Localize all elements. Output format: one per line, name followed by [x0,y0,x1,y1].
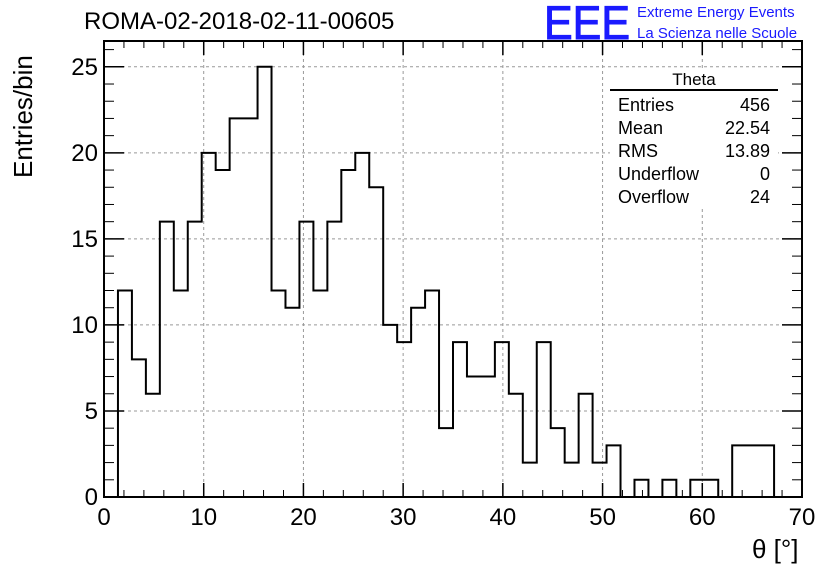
y-tick-label: 10 [71,312,98,339]
stats-value: 0 [759,164,770,184]
histogram-bin [369,187,383,497]
stats-label: Entries [618,95,675,115]
stats-row-rms: RMS 13.89 [610,140,778,163]
svg-text:EEE: EEE [544,1,630,45]
x-tick-label: 70 [789,504,816,531]
histogram-bin [453,342,467,497]
x-tick-label: 10 [190,504,217,531]
histogram-bin [299,222,313,497]
histogram-bin [537,342,551,497]
histogram-bin [132,359,146,497]
stats-label: Mean [618,118,664,138]
x-tick-label: 50 [589,504,616,531]
histogram-bin [230,118,258,497]
logo-line-1: Extreme Energy Events [637,4,795,21]
y-tick-label: 20 [71,140,98,167]
stats-row-underflow: Underflow 0 [610,163,778,186]
histogram-bin [732,445,774,497]
histogram-bin [607,445,621,497]
histogram-bin [481,377,495,497]
histogram-bin [174,291,188,497]
histogram-bin [662,480,676,497]
histogram-bin [690,480,718,497]
histogram-bin [593,463,607,497]
histogram-bin [523,463,537,497]
histogram-bin [285,308,299,497]
x-axis-label: θ [°] [752,534,799,564]
x-tick-label: 20 [290,504,317,531]
histogram-bin [118,291,132,497]
run-title: ROMA-02-2018-02-11-00605 [84,8,395,35]
tick-labels: 0 10 20 30 40 50 60 70 0 5 10 15 20 25 [71,54,815,531]
logo-line-2: La Scienza nelle Scuole [637,25,798,42]
histogram-bin [341,170,355,497]
histogram-bin [579,394,593,497]
histogram-bin [495,342,509,497]
stats-value: 24 [749,187,770,207]
x-tick-label: 30 [390,504,417,531]
y-axis-label: Entries/bin [8,55,38,178]
eee-logo: EEE [544,1,630,45]
histogram-bin [327,222,341,497]
stats-label: RMS [618,141,658,161]
histogram-bin [383,325,397,497]
stats-box: Theta Entries 456 Mean 22.54 RMS 13.89 U… [610,70,778,209]
histogram-bin [188,222,202,497]
histogram-bin [397,342,411,497]
histogram-bin [272,291,286,497]
y-tick-label: 15 [71,226,98,253]
histogram-bin [355,153,369,497]
stats-label: Underflow [618,164,700,184]
histogram-bin [258,67,272,497]
stats-value: 456 [739,95,770,115]
y-tick-label: 25 [71,54,98,81]
x-tick-label: 0 [97,504,110,531]
histogram-bin [160,222,174,497]
stats-value: 22.54 [724,118,770,138]
stats-row-entries: Entries 456 [610,94,778,117]
histogram-bin [425,291,439,497]
stats-box-title: Theta [610,70,778,91]
histogram-bin [146,394,160,497]
stats-row-overflow: Overflow 24 [610,186,778,209]
histogram-bin [467,377,481,497]
histogram-bin [634,480,648,497]
x-tick-label: 40 [490,504,517,531]
y-tick-label: 5 [85,398,98,425]
histogram-bin [565,463,579,497]
histogram-bin [509,394,523,497]
stats-value: 13.89 [724,141,770,161]
y-tick-label: 0 [85,484,98,511]
stats-label: Overflow [618,187,690,207]
histogram-bin [551,428,565,497]
histogram-bin [313,291,327,497]
x-tick-label: 60 [689,504,716,531]
stats-row-mean: Mean 22.54 [610,117,778,140]
plot-frame [103,40,803,498]
axis-ticks [103,41,803,498]
histogram-bin [439,428,453,497]
histogram-bin [411,308,425,497]
histogram-bin [202,153,216,497]
histogram-step-line [116,65,776,498]
histogram-bin [216,170,230,497]
